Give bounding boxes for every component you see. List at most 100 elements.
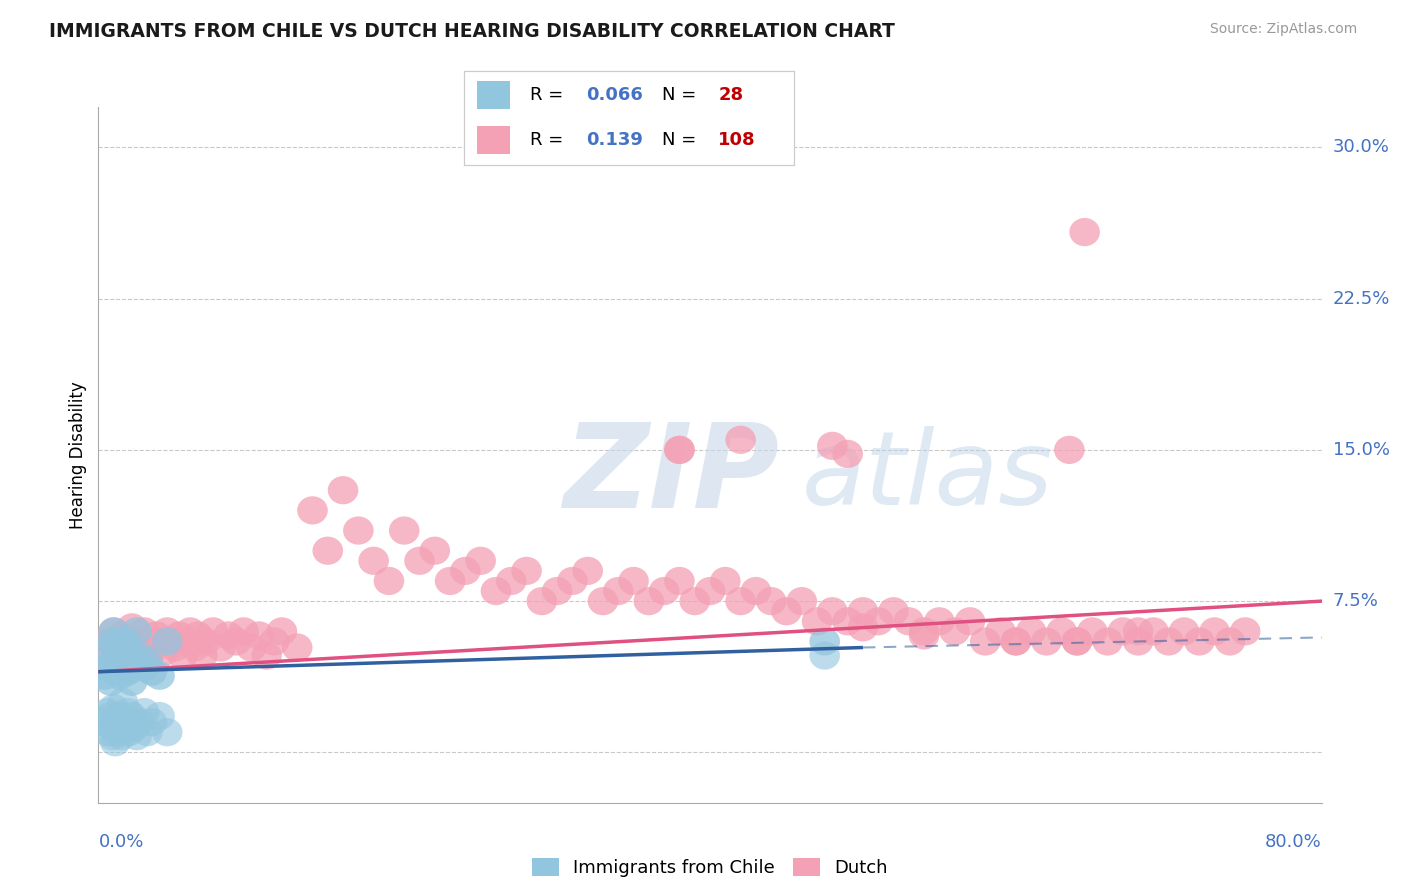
Ellipse shape [145,662,174,690]
Ellipse shape [165,622,195,649]
Ellipse shape [121,723,152,750]
Ellipse shape [167,641,198,670]
Ellipse shape [105,622,136,649]
Ellipse shape [160,633,190,662]
Ellipse shape [94,718,124,747]
Ellipse shape [114,718,145,747]
Ellipse shape [93,698,122,726]
Ellipse shape [908,622,939,649]
Ellipse shape [725,425,756,454]
Ellipse shape [180,633,209,662]
Ellipse shape [129,654,160,681]
Text: atlas: atlas [801,425,1053,525]
Ellipse shape [512,557,541,585]
Text: 80.0%: 80.0% [1265,833,1322,851]
Ellipse shape [98,694,129,723]
Text: Source: ZipAtlas.com: Source: ZipAtlas.com [1209,22,1357,37]
Ellipse shape [924,607,955,635]
Ellipse shape [648,577,679,605]
Ellipse shape [588,587,619,615]
Text: 0.0%: 0.0% [98,833,143,851]
Ellipse shape [679,587,710,615]
Ellipse shape [114,627,145,656]
Ellipse shape [205,633,236,662]
Ellipse shape [863,607,894,635]
Ellipse shape [1215,627,1246,656]
Ellipse shape [481,577,512,605]
Text: 15.0%: 15.0% [1333,441,1389,458]
Ellipse shape [1001,627,1031,656]
Ellipse shape [152,718,183,747]
Ellipse shape [848,613,879,641]
Ellipse shape [121,617,152,646]
Ellipse shape [104,702,135,731]
Ellipse shape [103,718,134,747]
Ellipse shape [111,627,141,656]
Ellipse shape [105,627,136,656]
Text: IMMIGRANTS FROM CHILE VS DUTCH HEARING DISABILITY CORRELATION CHART: IMMIGRANTS FROM CHILE VS DUTCH HEARING D… [49,22,896,41]
Ellipse shape [118,714,149,742]
Ellipse shape [98,714,129,742]
Ellipse shape [243,622,274,649]
Ellipse shape [97,723,128,750]
Text: 28: 28 [718,86,744,103]
Ellipse shape [136,633,167,662]
Ellipse shape [970,627,1001,656]
Ellipse shape [404,547,434,575]
Ellipse shape [100,657,131,686]
Ellipse shape [110,641,139,670]
Ellipse shape [94,638,124,665]
Ellipse shape [101,641,132,670]
Ellipse shape [1015,617,1046,646]
Ellipse shape [110,714,139,742]
Ellipse shape [267,617,297,646]
Ellipse shape [434,566,465,595]
Ellipse shape [1123,627,1153,656]
Ellipse shape [312,537,343,565]
Ellipse shape [152,617,183,646]
Text: 7.5%: 7.5% [1333,592,1379,610]
Ellipse shape [198,617,228,646]
Ellipse shape [986,617,1015,646]
Ellipse shape [111,641,141,670]
Ellipse shape [848,597,879,625]
Text: R =: R = [530,86,569,103]
Ellipse shape [98,648,129,676]
Ellipse shape [105,723,136,750]
Ellipse shape [136,708,167,736]
Text: 0.066: 0.066 [586,86,643,103]
Ellipse shape [879,597,908,625]
Ellipse shape [187,641,218,670]
Ellipse shape [190,627,221,656]
Ellipse shape [343,516,374,545]
Ellipse shape [156,627,187,656]
Ellipse shape [174,617,205,646]
Ellipse shape [1062,627,1092,656]
Ellipse shape [141,622,172,649]
Ellipse shape [124,708,155,736]
Ellipse shape [419,537,450,565]
Ellipse shape [132,718,163,747]
Ellipse shape [939,617,970,646]
Ellipse shape [96,627,127,656]
Ellipse shape [134,641,165,670]
Ellipse shape [145,702,174,731]
Ellipse shape [108,688,138,716]
Ellipse shape [89,662,120,690]
Ellipse shape [1001,627,1031,656]
Ellipse shape [136,657,167,686]
Text: N =: N = [662,131,702,149]
Ellipse shape [664,436,695,464]
Ellipse shape [115,708,146,736]
Ellipse shape [1031,627,1062,656]
Ellipse shape [603,577,634,605]
Ellipse shape [894,607,924,635]
Text: N =: N = [662,86,702,103]
Ellipse shape [710,566,741,595]
Ellipse shape [117,613,148,641]
Ellipse shape [97,627,128,656]
Ellipse shape [297,496,328,524]
Ellipse shape [93,654,122,681]
Ellipse shape [121,638,152,665]
Ellipse shape [114,648,145,676]
